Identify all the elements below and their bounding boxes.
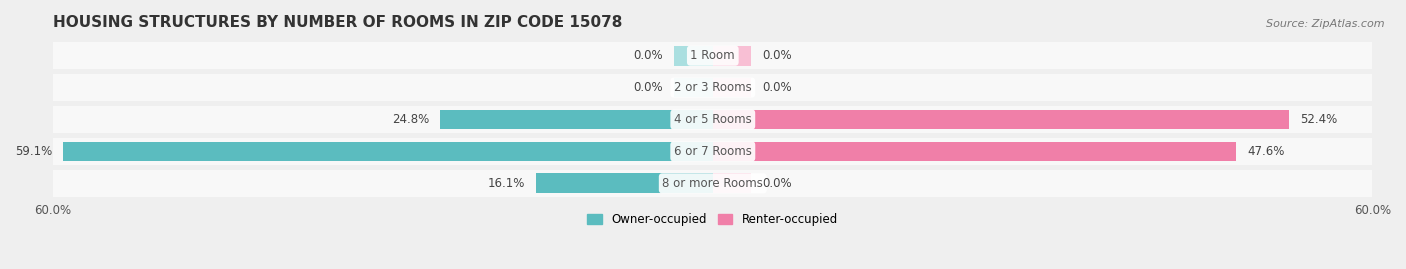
Bar xyxy=(53,138,1372,165)
Text: 16.1%: 16.1% xyxy=(488,177,524,190)
Text: 47.6%: 47.6% xyxy=(1247,145,1285,158)
Text: 24.8%: 24.8% xyxy=(392,113,429,126)
Text: 2 or 3 Rooms: 2 or 3 Rooms xyxy=(673,81,752,94)
Bar xyxy=(53,42,1372,69)
Bar xyxy=(53,170,1372,197)
Text: HOUSING STRUCTURES BY NUMBER OF ROOMS IN ZIP CODE 15078: HOUSING STRUCTURES BY NUMBER OF ROOMS IN… xyxy=(53,15,623,30)
Text: 0.0%: 0.0% xyxy=(762,177,792,190)
Text: 8 or more Rooms: 8 or more Rooms xyxy=(662,177,763,190)
Bar xyxy=(53,74,1372,101)
Text: 52.4%: 52.4% xyxy=(1301,113,1337,126)
Bar xyxy=(53,106,1372,133)
Bar xyxy=(440,109,713,129)
Bar xyxy=(63,141,713,161)
Text: 0.0%: 0.0% xyxy=(762,49,792,62)
Text: 0.0%: 0.0% xyxy=(634,81,664,94)
Text: 0.0%: 0.0% xyxy=(762,81,792,94)
Text: 1 Room: 1 Room xyxy=(690,49,735,62)
Bar xyxy=(713,46,751,66)
Text: Source: ZipAtlas.com: Source: ZipAtlas.com xyxy=(1267,19,1385,29)
Bar xyxy=(713,109,1289,129)
Text: 4 or 5 Rooms: 4 or 5 Rooms xyxy=(673,113,752,126)
Text: 6 or 7 Rooms: 6 or 7 Rooms xyxy=(673,145,752,158)
Bar xyxy=(713,78,751,97)
Legend: Owner-occupied, Renter-occupied: Owner-occupied, Renter-occupied xyxy=(582,208,844,231)
Bar xyxy=(675,78,713,97)
Text: 0.0%: 0.0% xyxy=(634,49,664,62)
Bar xyxy=(675,46,713,66)
Bar xyxy=(713,141,1236,161)
Bar xyxy=(713,174,751,193)
Text: 59.1%: 59.1% xyxy=(15,145,52,158)
Bar xyxy=(536,174,713,193)
